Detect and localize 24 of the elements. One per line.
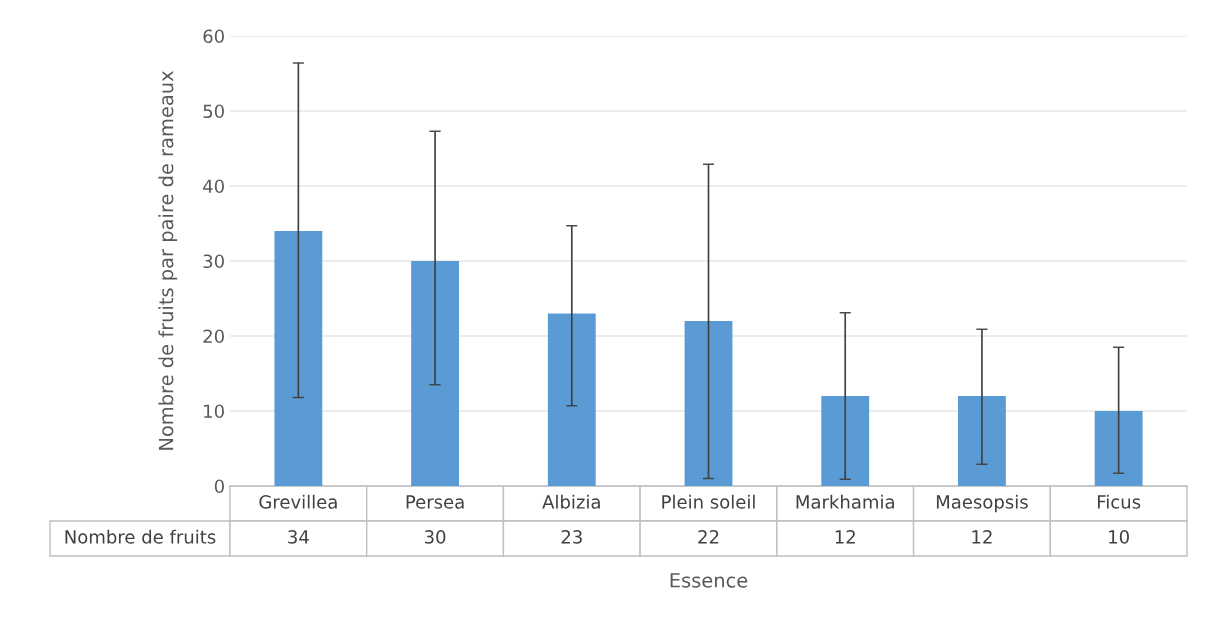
y-tick-label: 40 [203, 179, 224, 194]
y-tick-label: 20 [203, 329, 224, 344]
x-tick-label: Ficus [1097, 494, 1141, 509]
text: Nombre de fruits [65, 529, 216, 544]
y-tick-label: 0 [214, 479, 224, 494]
data-label: 30 [424, 530, 446, 544]
data-label: 12 [972, 530, 992, 544]
data-label: 10 [1109, 530, 1129, 544]
x-tick-label: Maesopsis [936, 494, 1028, 513]
x-tick-label: Markhamia [796, 494, 894, 509]
y-tick-label: 60 [203, 29, 224, 44]
data-label: 12 [835, 530, 855, 544]
x-tick-label: Grevillea [259, 494, 337, 509]
data-label: 22 [698, 530, 719, 544]
data-label: 23 [561, 530, 582, 544]
data-label: 34 [288, 530, 309, 544]
y-tick-label: 50 [203, 104, 224, 119]
y-axis-title: Nombre de fruits par paire de rameaux [158, 71, 178, 450]
x-tick-label: Persea [406, 495, 464, 509]
y-tick-label: 10 [204, 404, 224, 419]
x-axis-title: Essence [670, 573, 748, 588]
x-tick-label: Albizia [542, 494, 600, 509]
x-tick-label: Plein soleil [662, 494, 755, 509]
y-tick-label: 30 [203, 254, 224, 269]
